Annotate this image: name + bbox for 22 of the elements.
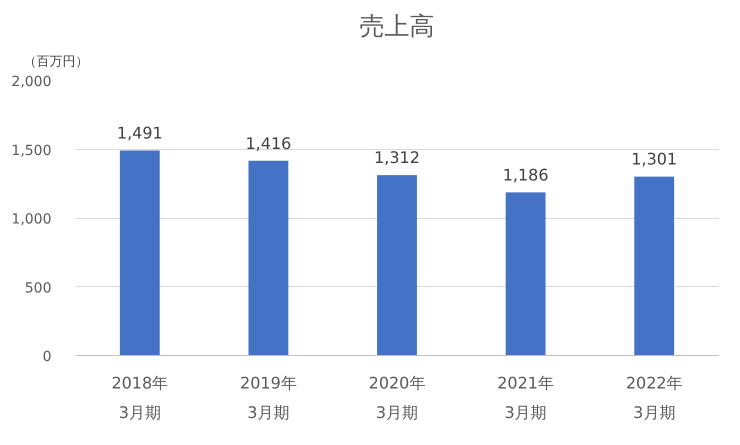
y-tick-label: 1,000 [11,212,52,228]
x-tick-label: 2018年 3月期 [111,374,168,422]
y-tick-label: 500 [24,280,52,296]
y-tick-label: 0 [42,349,52,365]
x-tick-label: 2022年 3月期 [626,374,683,422]
bar [634,176,674,356]
data-label: 1,186 [502,165,549,184]
data-label: 1,491 [116,123,163,142]
data-label: 1,416 [246,134,292,153]
bar [377,175,417,356]
data-label: 1,301 [631,150,678,169]
data-label: 1,312 [374,148,420,168]
x-tick-label: 2021年 3月期 [497,374,554,422]
x-tick-label: 2019年 3月期 [240,374,297,422]
y-axis-title: （百万円） [24,54,88,70]
x-tick-label: 2020年 3月期 [368,374,426,422]
bar [120,150,160,356]
chart-title: 売上高 [360,12,434,40]
y-tick-label: 2,000 [11,74,52,90]
y-tick-label: 1,500 [11,142,52,159]
bar [506,192,546,356]
bar [248,160,288,356]
